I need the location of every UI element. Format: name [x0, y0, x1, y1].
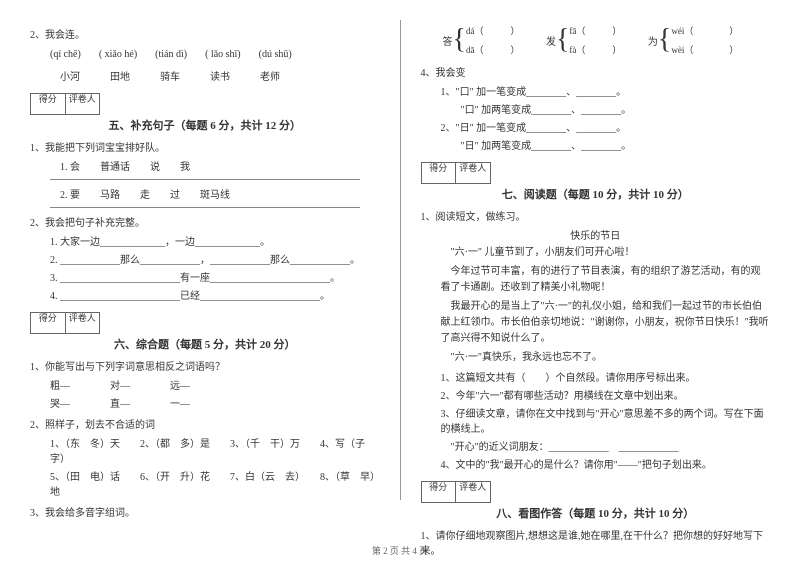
hanzi-1: 小河 [60, 68, 80, 83]
grader-label-6: 评卷人 [66, 313, 100, 333]
s5-1-1: 1. 会 普通话 说 我 [60, 158, 380, 173]
brace-icon: { [453, 26, 466, 54]
section-8-title: 八、看图作答（每题 10 分，共计 10 分） [421, 505, 771, 521]
brace-icon: { [658, 26, 671, 54]
score-label-7: 得分 [422, 163, 457, 183]
s5-2-3: 3. ________________________有一座__________… [50, 269, 380, 284]
hanzi-5: 老师 [260, 68, 280, 83]
s6-2-row1: 1、（东 冬）天 2、（都 多）是 3、（千 干）万 4、写（子 字） [50, 435, 380, 465]
s4-3: 2、"日" 加一笔变成________、________。 [441, 119, 771, 134]
pinyin-4: ( lǎo shī) [205, 49, 241, 60]
s4-4: "日" 加两笔变成________、________。 [441, 137, 771, 152]
pair-4: 哭— [50, 395, 70, 410]
s5-1-2: 2. 要 马路 走 过 斑马线 [60, 186, 380, 201]
pair-3: 远— [170, 377, 190, 392]
reading-p1: "六·一" 儿童节到了，小朋友们可开心啦！ [441, 245, 771, 261]
brace-1-b: dā（ ） [466, 43, 520, 56]
score-box-8: 得分 评卷人 [421, 481, 491, 503]
hanzi-row: 小河 田地 骑车 读书 老师 [60, 68, 380, 83]
score-box-7: 得分 评卷人 [421, 162, 491, 184]
pair-row-2: 哭— 直— 一— [50, 395, 380, 410]
brace-icon: { [556, 26, 569, 54]
brace-2-a: fā（ ） [569, 24, 621, 37]
s5-2-2: 2. ____________那么____________，__________… [50, 251, 380, 266]
section-7-title: 七、阅读题（每题 10 分，共计 10 分） [421, 186, 771, 202]
brace-label-3: 为 [648, 33, 658, 48]
brace-3-b: wèi（ ） [671, 43, 738, 56]
score-box-5: 得分 评卷人 [30, 93, 100, 115]
pair-row-1: 粗— 对— 远— [50, 377, 380, 392]
pinyin-3: (tián dì) [155, 49, 187, 60]
pair-1: 粗— [50, 377, 70, 392]
score-label-6: 得分 [31, 313, 66, 333]
s6-q2: 2、照样子，划去不合适的词 [30, 416, 380, 431]
brace-label-1: 答 [443, 33, 453, 48]
score-box-6: 得分 评卷人 [30, 312, 100, 334]
answer-line-2[interactable] [50, 207, 360, 208]
score-label: 得分 [31, 94, 66, 114]
pair-5: 直— [110, 395, 130, 410]
s4-1: 1、"口" 加一笔变成________、________。 [441, 83, 771, 98]
hanzi-4: 读书 [210, 68, 230, 83]
section-5-title: 五、补充句子（每题 6 分，共计 12 分） [30, 117, 380, 133]
pinyin-row: (qí chē) ( xiǎo hé) (tián dì) ( lǎo shī)… [50, 49, 380, 60]
s7-qq1: 1、这篇短文共有（ ）个自然段。请你用序号标出来。 [441, 369, 771, 384]
pinyin-5: (dú shū) [259, 49, 292, 60]
s4-2: "口" 加两笔变成________、________。 [441, 101, 771, 116]
hanzi-2: 田地 [110, 68, 130, 83]
s7-q1: 1、阅读短文，做练习。 [421, 208, 771, 223]
hanzi-3: 骑车 [160, 68, 180, 83]
pair-6: 一— [170, 395, 190, 410]
grader-label: 评卷人 [66, 94, 100, 114]
s-q4: 4、我会变 [421, 64, 771, 79]
score-label-8: 得分 [422, 482, 457, 502]
pinyin-1: (qí chē) [50, 49, 81, 60]
s6-q1: 1、你能写出与下列字词意思相反之词语吗？ [30, 358, 380, 373]
brace-1-a: dá（ ） [466, 24, 520, 37]
pinyin-2: ( xiǎo hé) [99, 49, 137, 60]
reading-p3: 我最开心的是当上了"六·一"的礼仪小姐，给和我们一起过节的市长伯伯献上红领巾。市… [441, 299, 771, 347]
answer-line-1[interactable] [50, 179, 360, 180]
s7-qq2: 2、今年"六一"都有哪些活动？用横线在文章中划出来。 [441, 387, 771, 402]
page-footer: 第 2 页 共 4 页 [0, 544, 800, 557]
s7-qq3: 3、仔细读文章，请你在文中找到与"开心"意思差不多的两个词。写在下面的横线上。 [441, 405, 771, 435]
s5-q2: 2、我会把句子补充完整。 [30, 214, 380, 229]
s7-qq3b: "开心"的近义词朋友：____________ ____________ [441, 438, 771, 453]
s5-2-1: 1. 大家一边_____________，一边_____________。 [50, 233, 380, 248]
s6-2-row2: 5、（田 电）话 6、（开 升）花 7、白（云 去） 8、（草 早）地 [50, 468, 380, 498]
s6-q3: 3、我会给多音字组词。 [30, 504, 380, 519]
reading-title: 快乐的节日 [421, 227, 771, 242]
column-divider [400, 20, 401, 500]
brace-3-a: wéi（ ） [671, 24, 738, 37]
s5-q1: 1、我能把下列词宝宝排好队。 [30, 139, 380, 154]
brace-2-b: fà（ ） [569, 43, 621, 56]
pair-2: 对— [110, 377, 130, 392]
reading-p2: 今年过节可丰富，有的进行了节目表演，有的组织了游艺活动，有的观看了卡通剧。还收到… [441, 264, 771, 296]
brace-row: 答 { dá（ ） dā（ ） 发 { fā（ ） fà（ ） 为 { [431, 24, 771, 56]
grader-label-8: 评卷人 [456, 482, 490, 502]
s7-qq4: 4、文中的"我"最开心的是什么？请你用"——"把句子划出来。 [441, 456, 771, 471]
s5-2-4: 4. ________________________已经___________… [50, 287, 380, 302]
grader-label-7: 评卷人 [456, 163, 490, 183]
q2-label: 2、我会连。 [30, 26, 380, 41]
brace-label-2: 发 [546, 33, 556, 48]
reading-p4: "六·一"真快乐，我永远也忘不了。 [441, 350, 771, 366]
section-6-title: 六、综合题（每题 5 分，共计 20 分） [30, 336, 380, 352]
